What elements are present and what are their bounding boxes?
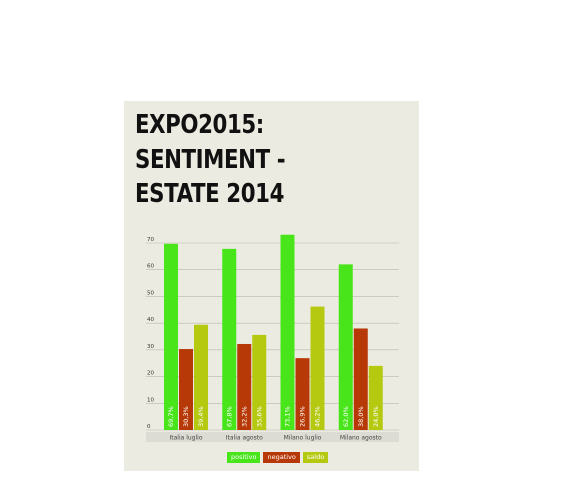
bar-value-label: 69,7%: [167, 406, 175, 427]
x-category-label: Italia luglio: [170, 435, 203, 442]
bar-value-label: 24,0%: [372, 406, 380, 427]
legend-item-negativo: negativo: [263, 452, 300, 463]
bar-saldo: [194, 324, 208, 430]
x-category-label: Milano luglio: [284, 435, 322, 442]
x-category-label: Italia agosto: [226, 435, 263, 442]
bar-value-label: 26,9%: [299, 406, 307, 427]
x-axis-band: [146, 432, 399, 442]
bar-value-label: 30,3%: [182, 406, 190, 427]
bar-value-label: 67,8%: [225, 406, 233, 427]
bar-value-label: 32,2%: [240, 406, 248, 427]
bar-negativo: [179, 349, 193, 430]
bar-value-label: 62,0%: [342, 406, 350, 427]
legend-item-positivo: positivo: [227, 452, 261, 463]
bar-value-label: 38,0%: [357, 406, 365, 427]
legend-item-saldo: saldo: [302, 452, 329, 463]
bar-negativo: [295, 358, 310, 430]
bar-positivo: [338, 264, 353, 430]
bar-value-label: 46,2%: [314, 406, 322, 427]
bar-value-label: 39,4%: [197, 406, 205, 427]
x-category-label: Milano agosto: [340, 435, 382, 442]
y-tick-label: 30: [147, 344, 154, 350]
bar-value-label: 35,6%: [255, 406, 263, 427]
bar-saldo: [252, 334, 267, 430]
bar-saldo: [368, 365, 383, 430]
bar-saldo: [310, 306, 325, 430]
y-tick-label: 0: [147, 424, 151, 430]
y-tick-label: 50: [147, 290, 154, 296]
bar-value-label: 73,1%: [284, 406, 292, 427]
bar-negativo: [237, 343, 252, 430]
y-tick-label: 10: [147, 397, 154, 403]
y-tick-label: 60: [147, 264, 154, 270]
bar-positivo: [164, 243, 178, 430]
chart-title: EXPO2015: SENTIMENT - ESTATE 2014: [135, 110, 286, 210]
bar-positivo: [280, 234, 295, 430]
y-tick-label: 70: [147, 237, 154, 243]
bar-negativo: [353, 328, 368, 430]
y-tick-label: 40: [147, 317, 154, 323]
bar-positivo: [222, 248, 237, 430]
chart-legend: positivo negativo saldo: [227, 452, 329, 463]
y-tick-label: 20: [147, 371, 154, 377]
